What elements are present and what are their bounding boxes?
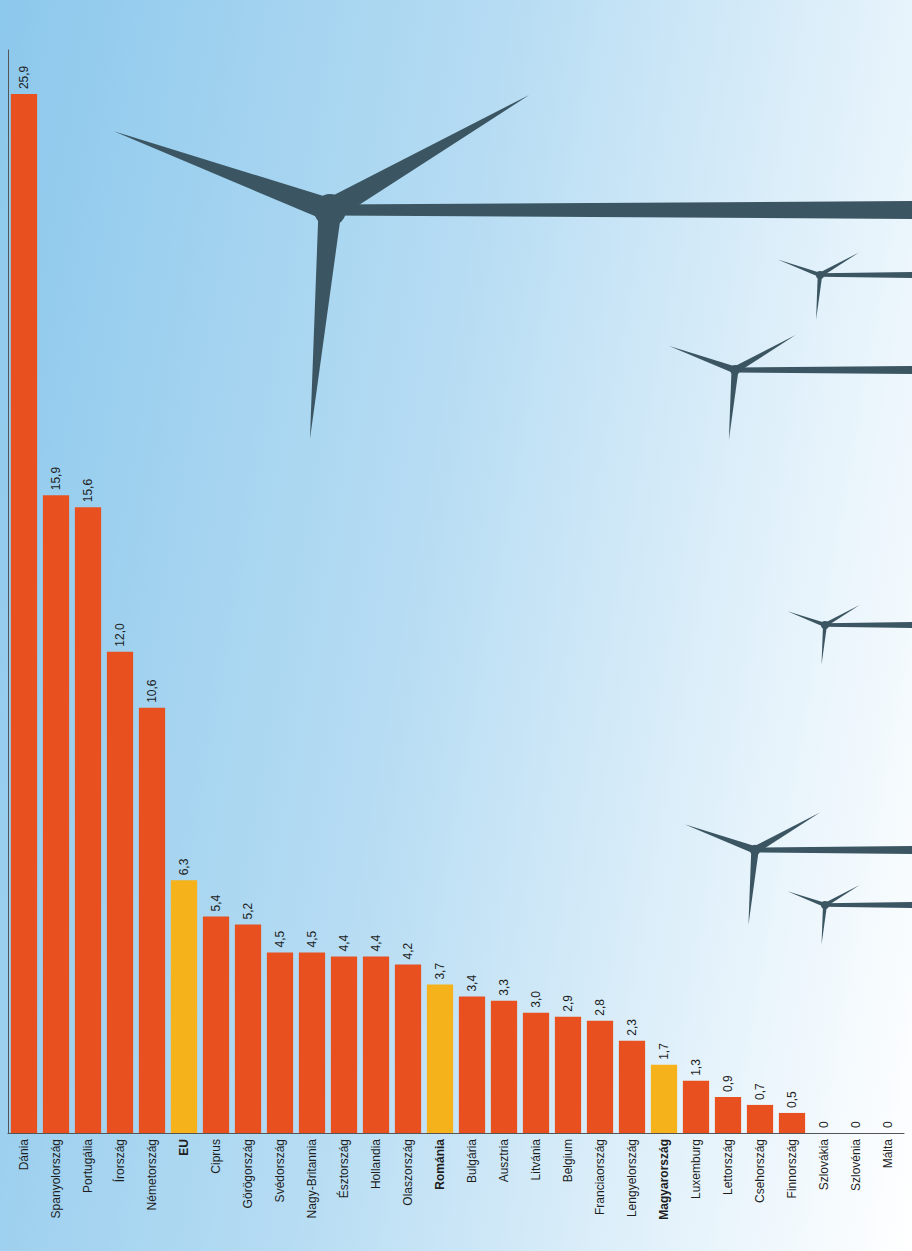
svg-text:1,3: 1,3 <box>689 1059 703 1076</box>
svg-text:1,7: 1,7 <box>657 1043 671 1060</box>
svg-text:Szlovénia: Szlovénia <box>849 1139 863 1191</box>
svg-text:Ciprus: Ciprus <box>209 1139 223 1174</box>
svg-text:Luxemburg: Luxemburg <box>689 1139 703 1199</box>
svg-text:Lettország: Lettország <box>721 1139 735 1195</box>
svg-text:Bulgária: Bulgária <box>465 1139 479 1183</box>
svg-text:EU: EU <box>177 1139 191 1156</box>
svg-text:Csehország: Csehország <box>753 1139 767 1203</box>
svg-text:3,3: 3,3 <box>497 979 511 996</box>
svg-text:Finnország: Finnország <box>785 1139 799 1198</box>
svg-text:5,4: 5,4 <box>209 894 223 911</box>
svg-text:Görögország: Görögország <box>241 1139 255 1208</box>
svg-text:Nagy-Britannia: Nagy-Britannia <box>305 1139 319 1219</box>
svg-text:0,9: 0,9 <box>721 1075 735 1092</box>
svg-text:4,5: 4,5 <box>305 930 319 947</box>
svg-text:25,9: 25,9 <box>17 65 31 89</box>
svg-text:4,5: 4,5 <box>273 930 287 947</box>
svg-text:3,4: 3,4 <box>465 975 479 992</box>
svg-text:2,3: 2,3 <box>625 1019 639 1036</box>
svg-text:0: 0 <box>881 1121 895 1128</box>
svg-text:Szlovákia: Szlovákia <box>817 1139 831 1191</box>
svg-text:Magyarország: Magyarország <box>657 1139 671 1220</box>
svg-text:12,0: 12,0 <box>113 623 127 647</box>
svg-text:0,5: 0,5 <box>785 1091 799 1108</box>
svg-text:0: 0 <box>849 1121 863 1128</box>
svg-text:5,2: 5,2 <box>241 902 255 919</box>
svg-text:4,2: 4,2 <box>401 943 415 960</box>
svg-text:3,0: 3,0 <box>529 991 543 1008</box>
svg-text:Franciaország: Franciaország <box>593 1139 607 1215</box>
svg-text:Portugália: Portugália <box>81 1139 95 1193</box>
svg-text:2,9: 2,9 <box>561 995 575 1012</box>
svg-text:0,7: 0,7 <box>753 1083 767 1100</box>
svg-text:Svédország: Svédország <box>273 1139 287 1202</box>
svg-text:Dánia: Dánia <box>17 1139 31 1171</box>
svg-text:Litvánia: Litvánia <box>529 1139 543 1181</box>
svg-text:Málta: Málta <box>881 1139 895 1169</box>
svg-text:15,6: 15,6 <box>81 479 95 503</box>
svg-text:Románia: Románia <box>433 1139 447 1190</box>
svg-text:2,8: 2,8 <box>593 999 607 1016</box>
svg-text:Lengyelország: Lengyelország <box>625 1139 639 1217</box>
svg-text:0: 0 <box>817 1121 831 1128</box>
svg-text:3,7: 3,7 <box>433 963 447 980</box>
svg-text:Olaszország: Olaszország <box>401 1139 415 1206</box>
svg-text:15,9: 15,9 <box>49 467 63 491</box>
svg-text:4,4: 4,4 <box>369 935 383 952</box>
svg-text:6,3: 6,3 <box>177 858 191 875</box>
svg-text:4,4: 4,4 <box>337 935 351 952</box>
svg-text:10,6: 10,6 <box>145 679 159 703</box>
svg-text:Spanyolország: Spanyolország <box>49 1139 63 1218</box>
svg-text:Hollandia: Hollandia <box>369 1139 383 1189</box>
svg-text:Ausztria: Ausztria <box>497 1139 511 1183</box>
svg-text:Belgium: Belgium <box>561 1139 575 1182</box>
svg-text:Írország: Írország <box>112 1139 127 1182</box>
svg-text:Észtország: Észtország <box>336 1139 351 1198</box>
svg-text:Németország: Németország <box>145 1139 159 1210</box>
